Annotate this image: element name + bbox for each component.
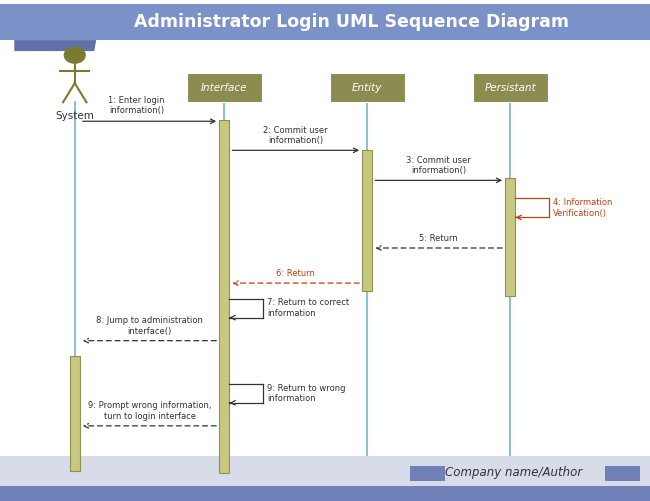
FancyBboxPatch shape: [70, 356, 80, 471]
Text: 3: Commit user
information(): 3: Commit user information(): [406, 156, 471, 175]
FancyBboxPatch shape: [505, 178, 515, 296]
Text: 8: Jump to administration
interface(): 8: Jump to administration interface(): [96, 316, 203, 336]
Text: 1: Enter login
information(): 1: Enter login information(): [109, 96, 164, 115]
Circle shape: [64, 47, 85, 63]
Polygon shape: [14, 40, 96, 51]
Text: System: System: [55, 111, 94, 121]
Bar: [0, 456, 650, 486]
Text: 6: Return: 6: Return: [276, 269, 315, 278]
Text: Entity: Entity: [352, 83, 382, 93]
Bar: [0, 486, 650, 501]
Text: Administrator Login UML Sequence Diagram: Administrator Login UML Sequence Diagram: [133, 13, 569, 31]
Text: 4: Information
Verification(): 4: Information Verification(): [553, 198, 612, 217]
Text: 7: Return to correct
information: 7: Return to correct information: [267, 299, 349, 318]
FancyBboxPatch shape: [473, 73, 547, 102]
FancyBboxPatch shape: [187, 73, 261, 102]
Text: Company name/Author: Company name/Author: [445, 466, 582, 479]
Bar: [604, 466, 640, 481]
Text: 5: Return: 5: Return: [419, 234, 458, 243]
Text: Persistant: Persistant: [484, 83, 536, 93]
FancyBboxPatch shape: [219, 120, 229, 473]
Text: Interface: Interface: [201, 83, 248, 93]
Text: 9: Return to wrong
information: 9: Return to wrong information: [267, 384, 346, 403]
Bar: [0, 4, 650, 40]
Bar: [410, 466, 445, 481]
Text: 2: Commit user
information(): 2: Commit user information(): [263, 126, 328, 145]
FancyBboxPatch shape: [330, 73, 404, 102]
FancyBboxPatch shape: [362, 150, 372, 291]
Text: 9: Prompt wrong information,
turn to login interface: 9: Prompt wrong information, turn to log…: [88, 401, 211, 421]
